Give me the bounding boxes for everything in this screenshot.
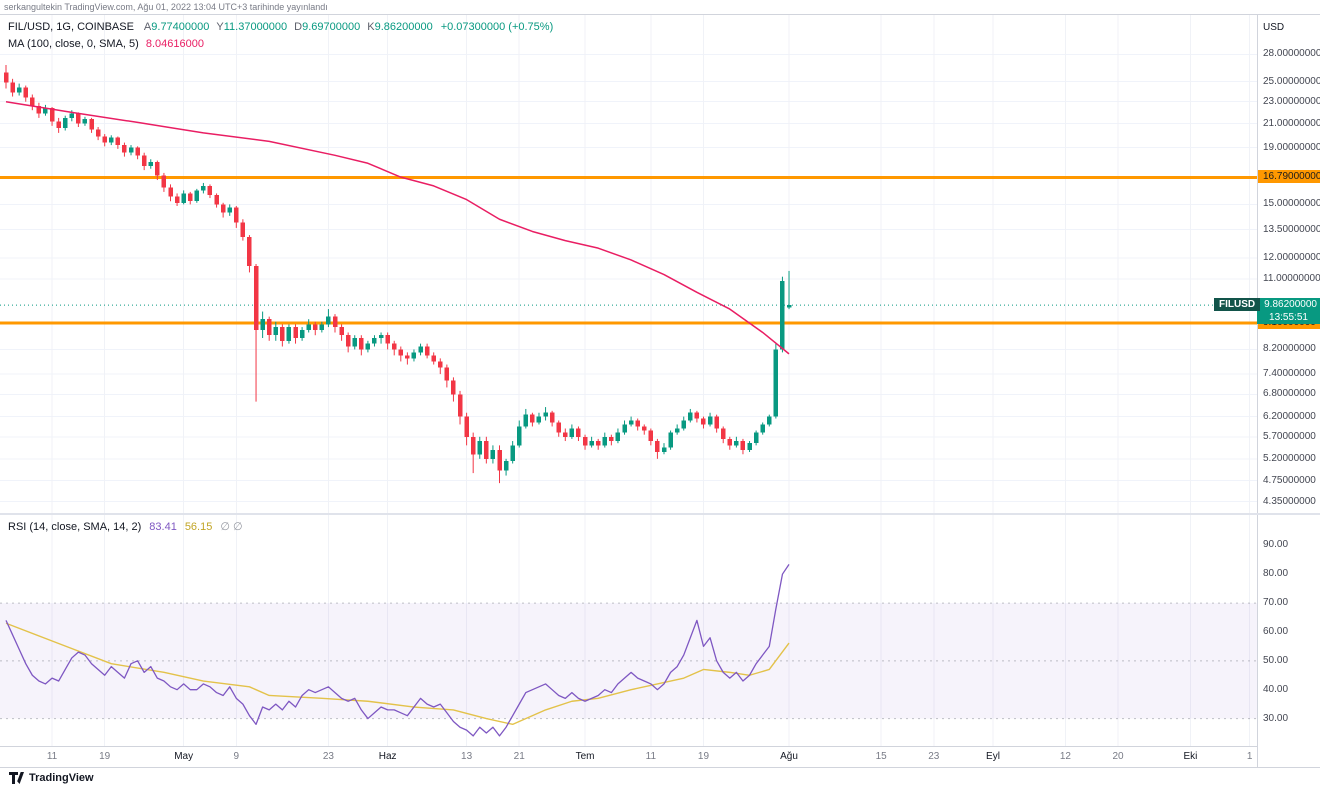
tradingview-logo-icon[interactable] bbox=[9, 772, 24, 784]
price-tick-label: 7.40000000 bbox=[1263, 368, 1316, 380]
tradingview-logo-text[interactable]: TradingView bbox=[29, 772, 94, 784]
rsi-tick-label: 60.00 bbox=[1263, 625, 1289, 637]
plot-area: 11 19 May 9 23 Haz 13 21 Tem 11 19 Ağu 15 23 Eyl 12 20 Ek… bbox=[0, 15, 1257, 767]
time-tick-label: Eki bbox=[1183, 751, 1198, 762]
price-tick-label: 25.00000000 bbox=[1263, 75, 1320, 87]
time-tick-label: 9 bbox=[233, 751, 240, 762]
rsi-tick-label: 40.00 bbox=[1263, 683, 1289, 695]
ohlc-low: D9.69700000 bbox=[294, 21, 360, 33]
low-label: D bbox=[294, 20, 303, 33]
ohlc-close: K9.86200000 bbox=[367, 21, 432, 33]
low-value: 9.69700000 bbox=[302, 20, 361, 33]
time-tick-label: Tem bbox=[575, 751, 595, 762]
change-value: +0.07300000 (+0.75%) bbox=[440, 20, 554, 33]
price-tick-label: 23.00000000 bbox=[1263, 95, 1320, 107]
time-tick-label: 15 bbox=[875, 751, 887, 762]
time-tick-label: 11 bbox=[46, 751, 58, 762]
time-tick-label: 19 bbox=[697, 751, 710, 762]
time-tick-label: 23 bbox=[322, 751, 334, 762]
price-tick-label: 4.35000000 bbox=[1263, 495, 1316, 507]
open-value: 9.77400000 bbox=[151, 20, 210, 33]
time-tick-label: Haz bbox=[378, 751, 397, 762]
pane-separator[interactable] bbox=[0, 513, 1320, 515]
ma-label[interactable]: MA (100, close, 0, SMA, 5) bbox=[8, 37, 139, 50]
price-tick-label: 5.20000000 bbox=[1263, 452, 1316, 464]
price-tick-label: 28.00000000 bbox=[1263, 48, 1320, 60]
high-value: 11.37000000 bbox=[223, 20, 288, 33]
price-tick-label: 13.50000000 bbox=[1263, 223, 1320, 235]
bar-countdown-chip: 13:55:51 bbox=[1257, 311, 1320, 325]
time-tick-label: 1 bbox=[1246, 751, 1253, 762]
rsi-tick-label: 50.00 bbox=[1263, 654, 1289, 666]
main-legend: FIL/USD, 1G, COINBASE A9.77400000 Y11.37… bbox=[8, 18, 553, 52]
time-tick-label: 19 bbox=[99, 751, 111, 762]
rsi-tick-label: 70.00 bbox=[1263, 597, 1289, 609]
open-label: A bbox=[143, 20, 152, 33]
time-tick-label: 11 bbox=[645, 751, 657, 762]
time-tick-label: 21 bbox=[513, 751, 525, 762]
last-price-label-group[interactable]: FILUSD 9.86200000 13:55:51 bbox=[1214, 298, 1320, 325]
rsi-tick-label: 90.00 bbox=[1263, 539, 1289, 551]
close-value: 9.86200000 bbox=[374, 20, 433, 33]
rsi-legend: RSI (14, close, SMA, 14, 2) 83.41 56.15 … bbox=[8, 518, 243, 535]
rsi-tick-label: 80.00 bbox=[1263, 568, 1289, 580]
attribution-text: serkangultekin TradingView.com, Ağu 01, … bbox=[4, 2, 328, 12]
time-tick-label: Ağu bbox=[780, 751, 798, 762]
price-tick-label: 12.00000000 bbox=[1263, 251, 1320, 263]
time-tick-label: 13 bbox=[461, 751, 473, 762]
price-tick-label: 6.20000000 bbox=[1263, 410, 1316, 422]
rsi-value: 83.41 bbox=[149, 520, 177, 533]
rsi-hidden-band-values: ∅ ∅ bbox=[220, 521, 243, 533]
rsi-tick-label: 30.00 bbox=[1263, 712, 1289, 724]
rsi-legend-row: RSI (14, close, SMA, 14, 2) 83.41 56.15 … bbox=[8, 518, 243, 535]
axis-currency-label: USD bbox=[1263, 22, 1285, 33]
chart-frame: 11 19 May 9 23 Haz 13 21 Tem 11 19 Ağu 15 23 Eyl 12 20 Ek… bbox=[0, 14, 1320, 767]
time-tick-label: May bbox=[174, 751, 194, 762]
price-tick-label: 19.00000000 bbox=[1263, 141, 1320, 153]
rsi-chart-canvas[interactable] bbox=[0, 515, 1257, 746]
ma-legend-row: MA (100, close, 0, SMA, 5) 8.04616000 bbox=[8, 35, 553, 52]
bottom-bar: TradingView bbox=[0, 767, 1320, 788]
price-tick-label: 8.20000000 bbox=[1263, 343, 1316, 355]
price-tick-label: 5.70000000 bbox=[1263, 430, 1316, 442]
price-tick-label: 4.75000000 bbox=[1263, 474, 1316, 486]
high-label: Y bbox=[216, 20, 224, 33]
price-axis[interactable]: USD FILUSD 9.86200000 13:55:51 28.000000… bbox=[1214, 15, 1320, 767]
ohlc-high: Y11.37000000 bbox=[216, 21, 287, 33]
last-price-symbol-chip: FILUSD bbox=[1214, 298, 1261, 312]
price-tick-label: 15.00000000 bbox=[1263, 198, 1320, 210]
symbol-legend-row: FIL/USD, 1G, COINBASE A9.77400000 Y11.37… bbox=[8, 18, 553, 35]
ma-value: 8.04616000 bbox=[145, 37, 204, 50]
price-tick-label: 11.00000000 bbox=[1263, 272, 1320, 284]
rsi-label[interactable]: RSI (14, close, SMA, 14, 2) bbox=[8, 520, 142, 533]
last-price-value-chip: 9.86200000 bbox=[1260, 298, 1320, 312]
time-tick-label: Eyl bbox=[986, 751, 1000, 762]
level-price-label[interactable]: 16.79000000 bbox=[1258, 170, 1320, 184]
time-tick-label: 23 bbox=[928, 751, 940, 762]
time-tick-label: 20 bbox=[1112, 751, 1124, 762]
symbol-title[interactable]: FIL/USD, 1G, COINBASE bbox=[8, 20, 134, 33]
rsi-ma-value: 56.15 bbox=[184, 520, 213, 533]
close-label: K bbox=[367, 20, 375, 33]
time-axis[interactable]: 11 19 May 9 23 Haz 13 21 Tem 11 19 Ağu 15 23 Eyl 12 20 Ek… bbox=[0, 746, 1257, 767]
price-tick-label: 21.00000000 bbox=[1263, 117, 1320, 129]
ohlc-open: A9.77400000 bbox=[144, 21, 209, 33]
time-tick-label: 12 bbox=[1059, 751, 1071, 762]
price-tick-label: 6.80000000 bbox=[1263, 388, 1316, 400]
price-chart-canvas[interactable] bbox=[0, 15, 1257, 513]
